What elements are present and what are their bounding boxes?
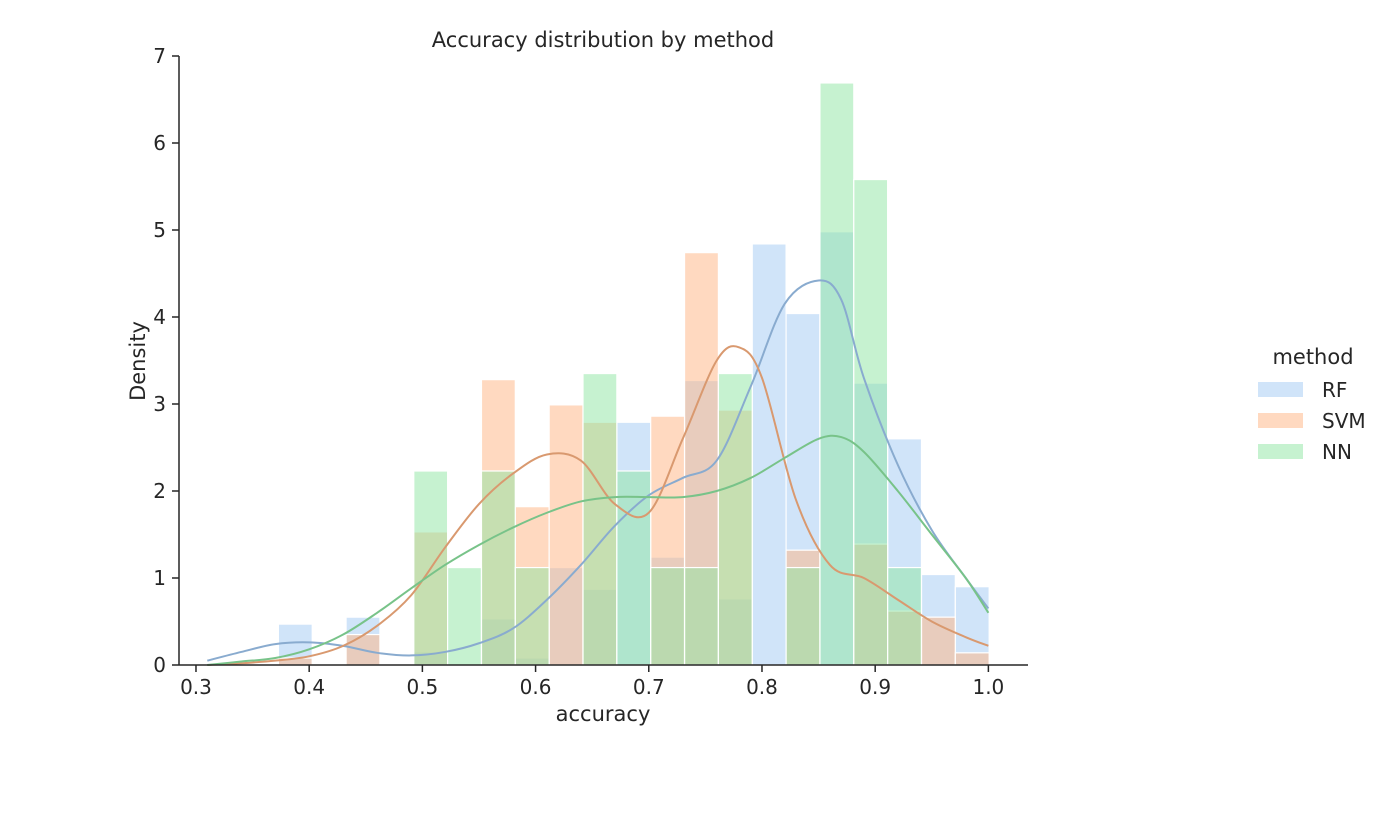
bar-rf-22: [954, 586, 990, 666]
x-axis-label: accuracy: [556, 702, 651, 726]
kde-line-svm: [207, 345, 989, 666]
legend-swatch-svm: [1258, 413, 1303, 428]
bar-nn-18: [819, 82, 855, 666]
bar-nn-8: [480, 470, 516, 666]
kde-line-rf: [207, 279, 990, 662]
y-tick-label: 5: [153, 218, 166, 242]
axes-layer: [178, 56, 1028, 666]
y-axis-label: Density: [126, 321, 150, 401]
legend-swatch-rf: [1258, 382, 1303, 397]
bar-nn-7: [447, 566, 483, 666]
legend-label-rf: RF: [1322, 378, 1347, 402]
x-tick-label: 0.9: [859, 675, 891, 699]
x-tick-label: 1.0: [972, 675, 1004, 699]
y-tick-label: 7: [153, 44, 166, 68]
y-tick-label: 0: [153, 653, 166, 677]
kde-line-nn: [207, 434, 990, 666]
y-tick-label: 6: [153, 131, 166, 155]
bar-nn-11: [582, 372, 618, 666]
y-tick-label: 1: [153, 566, 166, 590]
y-tick-label: 2: [153, 479, 166, 503]
legend-label-nn: NN: [1322, 440, 1352, 464]
bar-nn-15: [717, 372, 753, 666]
bar-nn-19: [853, 178, 889, 666]
kde-layer: [207, 279, 990, 666]
legend-label-svm: SVM: [1322, 409, 1366, 433]
bar-nn-12: [616, 470, 652, 666]
legend-title: method: [1272, 345, 1353, 369]
x-tick-label: 0.8: [746, 675, 778, 699]
bar-nn-14: [683, 566, 719, 666]
x-tick-label: 0.3: [180, 675, 212, 699]
bar-svm-22: [954, 652, 990, 666]
x-tick-label: 0.6: [520, 675, 552, 699]
bar-svm-10: [548, 404, 584, 666]
bar-nn-20: [887, 566, 923, 666]
y-ticks: 0 1 2 3 4 5 6 7: [153, 44, 179, 677]
x-tick-label: 0.5: [406, 675, 438, 699]
y-tick-label: 3: [153, 392, 166, 416]
legend-swatch-nn: [1258, 444, 1303, 459]
bar-rf-16: [751, 243, 787, 666]
x-tick-label: 0.7: [633, 675, 665, 699]
y-tick-label: 4: [153, 305, 166, 329]
bar-nn-13: [650, 566, 686, 666]
x-ticks: 0.3 0.4 0.5 0.6 0.7 0.8 0.9 1.0: [180, 665, 1004, 699]
x-tick-label: 0.4: [293, 675, 325, 699]
bars-layer: [277, 82, 990, 666]
legend: method RF SVM NN: [1258, 345, 1366, 464]
bar-nn-9: [514, 566, 550, 666]
bar-nn-17: [785, 566, 821, 666]
chart-title: Accuracy distribution by method: [432, 28, 774, 52]
